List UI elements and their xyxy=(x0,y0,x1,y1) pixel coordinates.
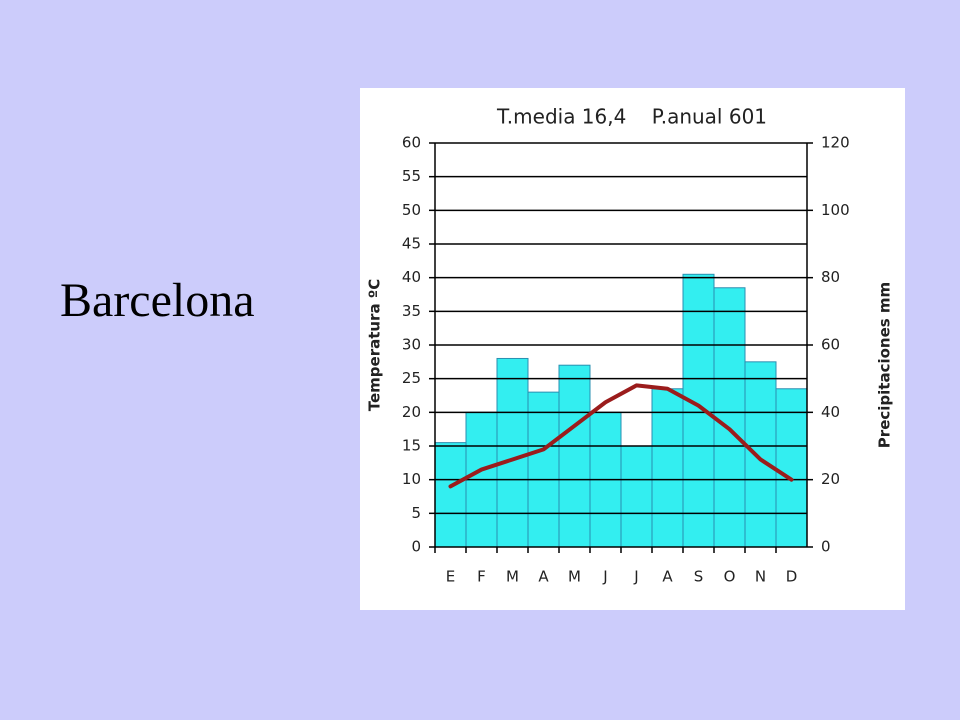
y-tick-label: 5 xyxy=(411,504,421,522)
y-tick-label: 15 xyxy=(402,437,421,455)
y2-tick-label: 0 xyxy=(821,538,831,556)
bar xyxy=(496,357,529,548)
y-tick-label: 20 xyxy=(402,403,421,421)
y-tick-label: 0 xyxy=(411,538,421,556)
bar xyxy=(744,361,777,548)
x-tick-label: N xyxy=(755,568,766,586)
y-tick-label: 50 xyxy=(402,201,421,219)
y-tick-label: 25 xyxy=(402,369,421,387)
y2-tick-label: 100 xyxy=(821,201,850,219)
y2-tick-label: 80 xyxy=(821,268,840,286)
y2-tick-label: 120 xyxy=(821,134,850,152)
x-tick-label: A xyxy=(538,568,549,586)
bar xyxy=(651,388,684,548)
x-tick-label: M xyxy=(568,568,581,586)
chart-title: T.media 16,4 P.anual 601 xyxy=(496,105,767,129)
x-tick-label: E xyxy=(446,568,455,586)
x-tick-label: A xyxy=(662,568,673,586)
y-tick-label: 10 xyxy=(402,470,421,488)
y2-tick-label: 20 xyxy=(821,470,840,488)
y-tick-label: 45 xyxy=(402,235,421,253)
bar xyxy=(713,287,746,548)
y-tick-label: 55 xyxy=(402,167,421,185)
y-tick-label: 35 xyxy=(402,302,421,320)
bar xyxy=(558,364,591,548)
temperature-line xyxy=(448,383,794,489)
y-axis-label: Temperatura ºC xyxy=(366,279,384,412)
bar xyxy=(620,445,653,548)
x-tick-label: J xyxy=(633,568,638,586)
y2-tick-label: 60 xyxy=(821,336,840,354)
x-tick-label: J xyxy=(602,568,607,586)
y2-tick-label: 40 xyxy=(821,403,840,421)
x-tick-label: S xyxy=(694,568,704,586)
x-tick-label: O xyxy=(724,568,736,586)
y-tick-label: 40 xyxy=(402,268,421,286)
slide-title: Barcelona xyxy=(60,274,255,327)
x-tick-label: F xyxy=(477,568,486,586)
y-tick-label: 60 xyxy=(402,134,421,152)
bar xyxy=(434,442,467,548)
y-tick-label: 30 xyxy=(402,336,421,354)
x-tick-label: M xyxy=(506,568,519,586)
x-tick-label: D xyxy=(786,568,798,586)
bar xyxy=(682,273,715,548)
y2-axis-label: Precipitaciones mm xyxy=(876,282,894,448)
bar xyxy=(527,391,560,548)
